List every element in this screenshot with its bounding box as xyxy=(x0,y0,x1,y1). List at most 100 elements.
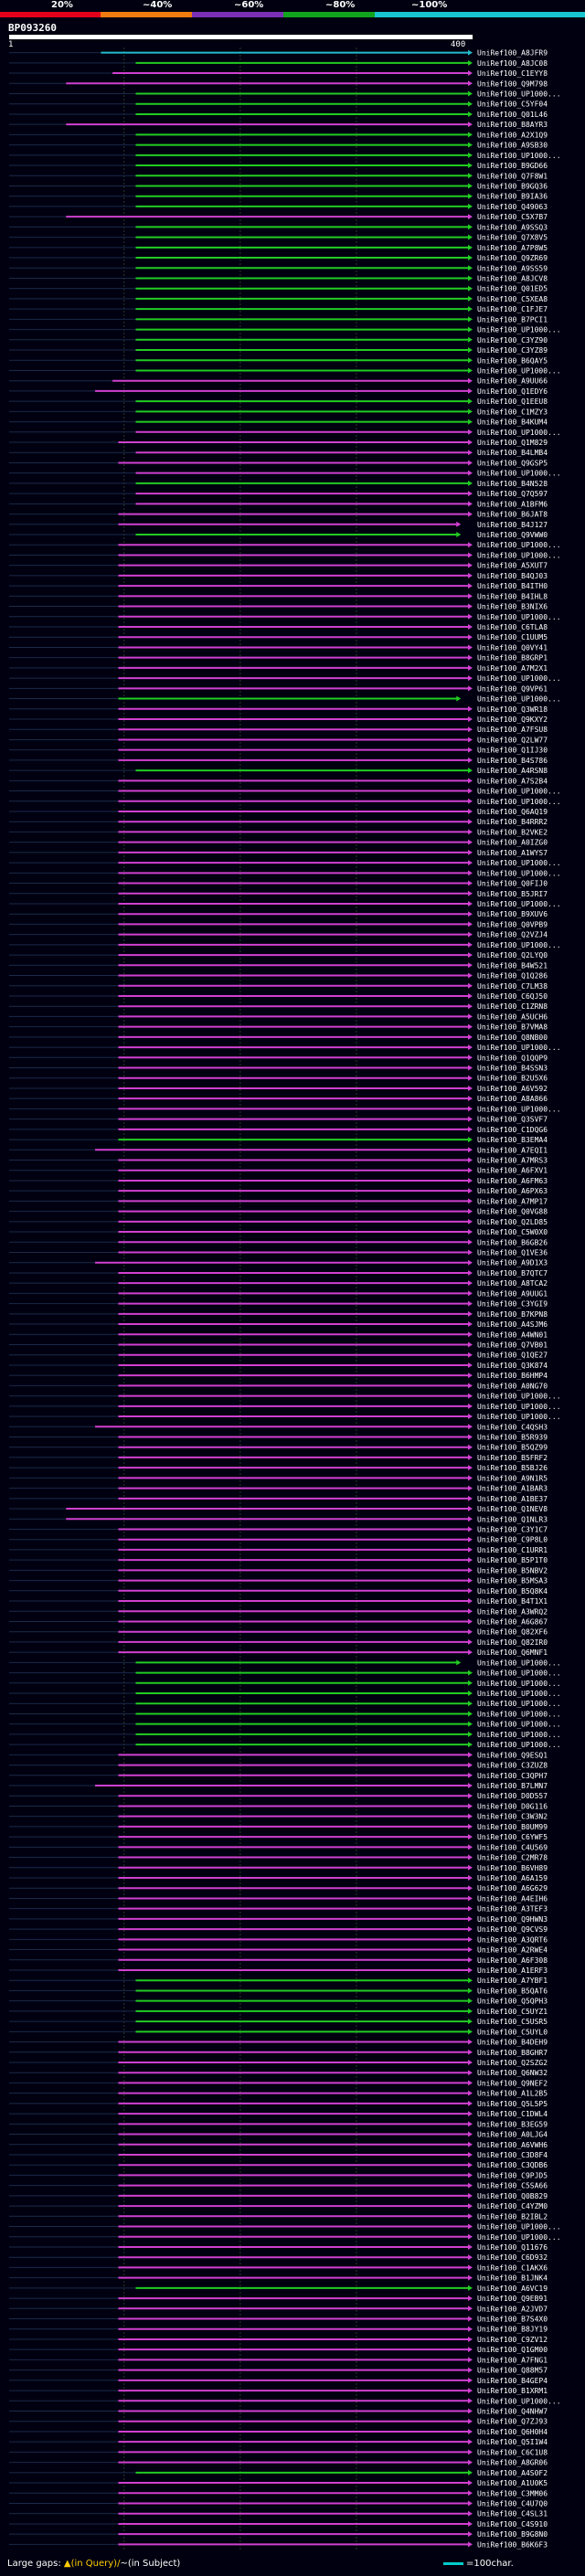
legend-bar-orange xyxy=(101,12,192,17)
hit-arrow xyxy=(468,1065,473,1071)
hit-label: UniRef100_A8JFR9 xyxy=(477,49,548,58)
hit-arrow xyxy=(456,532,462,538)
hit-arrow xyxy=(468,255,473,261)
hit-label: UniRef100_B2VKE2 xyxy=(477,828,548,836)
hit-arrow xyxy=(468,336,473,343)
hit-arrow xyxy=(468,1126,473,1132)
hit-label: UniRef100_UP1000... xyxy=(477,2223,561,2231)
hit-label: UniRef100_C3ZUZ8 xyxy=(477,1762,548,1770)
hit-label: UniRef100_Q9HWN3 xyxy=(477,1915,548,1924)
hit-arrow xyxy=(456,521,462,527)
hit-label: UniRef100_Q9KXY2 xyxy=(477,716,548,724)
hit-arrow xyxy=(468,870,473,876)
hit-label: UniRef100_B3EG59 xyxy=(477,2120,548,2128)
hit-arrow xyxy=(456,695,462,702)
hit-arrow xyxy=(468,1885,473,1892)
hit-arrow xyxy=(468,1711,473,1717)
hit-arrow xyxy=(468,542,473,548)
hit-label: UniRef100_C3QDB6 xyxy=(477,2161,548,2169)
scale-legend: =100char. xyxy=(443,2559,514,2569)
hit-label: UniRef100_C1DWL4 xyxy=(477,2110,548,2118)
hit-label: UniRef100_C6YWF5 xyxy=(477,1833,548,1841)
hit-arrow xyxy=(468,583,473,589)
hit-arrow xyxy=(468,747,473,753)
hit-label: UniRef100_C3D8F4 xyxy=(477,2151,548,2159)
hit-label: UniRef100_B4T1X1 xyxy=(477,1597,548,1606)
hit-label: UniRef100_C5UYZ1 xyxy=(477,2008,548,2016)
hit-arrow xyxy=(468,59,473,66)
hit-arrow xyxy=(468,2213,473,2220)
hit-label: UniRef100_A7YBF1 xyxy=(477,1977,548,1985)
hit-arrow xyxy=(468,1373,473,1379)
hit-label: UniRef100_UP1000... xyxy=(477,1659,561,1667)
hit-label: UniRef100_Q1VE36 xyxy=(477,1249,548,1257)
hit-label: UniRef100_UP1000... xyxy=(477,541,561,549)
hit-arrow xyxy=(468,2039,473,2045)
hit-label: UniRef100_UP1000... xyxy=(477,1690,561,1698)
hit-arrow xyxy=(468,2418,473,2424)
hit-label: UniRef100_Q2VZJ4 xyxy=(477,931,548,939)
hit-arrow xyxy=(468,890,473,896)
hit-label: UniRef100_Q6AQ19 xyxy=(477,808,548,816)
hit-label: UniRef100_UP1000... xyxy=(477,1710,561,1718)
hit-label: UniRef100_B0UM99 xyxy=(477,1823,548,1831)
hit-arrow xyxy=(468,2439,473,2445)
hit-arrow xyxy=(468,2295,473,2302)
hit-label: UniRef100_Q9VP61 xyxy=(477,684,548,693)
hit-label: UniRef100_C6D932 xyxy=(477,2253,548,2262)
hit-arrow xyxy=(468,1147,473,1153)
hit-arrow xyxy=(468,613,473,620)
hit-label: UniRef100_Q11676 xyxy=(477,2243,548,2252)
hit-arrow xyxy=(468,470,473,476)
hit-arrow xyxy=(468,675,473,682)
hit-label: UniRef100_C5USR5 xyxy=(477,2018,548,2026)
hit-label: UniRef100_A7MRS3 xyxy=(477,1157,548,1165)
hit-arrow xyxy=(468,2049,473,2055)
hit-arrow xyxy=(468,1085,473,1091)
hit-arrow xyxy=(468,285,473,292)
hit-label: UniRef100_Q1QE27 xyxy=(477,1352,548,1360)
hit-arrow xyxy=(468,306,473,313)
hit-arrow xyxy=(468,880,473,886)
scale-start: 1 xyxy=(8,40,14,49)
hit-label: UniRef100_A9UU66 xyxy=(477,377,548,386)
hit-arrow xyxy=(468,664,473,671)
hit-arrow xyxy=(468,1926,473,1933)
hit-arrow xyxy=(468,2182,473,2189)
hit-label: UniRef100_A0NG70 xyxy=(477,1382,548,1390)
hit-label: UniRef100_C2MR78 xyxy=(477,1854,548,1862)
hit-arrow xyxy=(468,2233,473,2240)
hit-label: UniRef100_B5MSA3 xyxy=(477,1577,548,1585)
hit-arrow xyxy=(468,788,473,794)
hit-arrow xyxy=(468,1075,473,1081)
hit-label: UniRef100_B5Q8K4 xyxy=(477,1587,548,1595)
hit-label: UniRef100_C3YZ90 xyxy=(477,336,548,345)
hit-arrow xyxy=(468,829,473,835)
hit-label: UniRef100_B6VH89 xyxy=(477,1864,548,1872)
hit-arrow xyxy=(468,1536,473,1542)
hit-label: UniRef100_B4LMB4 xyxy=(477,449,548,457)
identity-legend: 20% ~40% ~60% ~80% ~100% xyxy=(0,0,585,20)
hit-arrow xyxy=(468,1546,473,1553)
hit-label: UniRef100_Q0B829 xyxy=(477,2192,548,2200)
hit-label: UniRef100_B2IBL2 xyxy=(477,2212,548,2221)
hit-label: UniRef100_UP1000... xyxy=(477,1700,561,1708)
footer-gaps-legend: Large gaps: ▲(in Query)/~(in Subject) xyxy=(7,2559,180,2569)
hit-arrow xyxy=(468,1106,473,1112)
hit-label: UniRef100_Q1IJ30 xyxy=(477,747,548,755)
hit-label: UniRef100_A1ERF3 xyxy=(477,1966,548,1975)
hit-arrow xyxy=(468,952,473,959)
hit-label: UniRef100_Q1EEU8 xyxy=(477,398,548,406)
hit-label: UniRef100_B7VMA8 xyxy=(477,1023,548,1032)
hit-arrow xyxy=(468,1752,473,1758)
hit-label: UniRef100_D0G116 xyxy=(477,1802,548,1810)
hit-arrow xyxy=(468,2100,473,2106)
hit-arrow xyxy=(468,1454,473,1460)
hit-label: UniRef100_Q9M798 xyxy=(477,80,548,88)
hit-arrow xyxy=(468,2347,473,2353)
hit-label: UniRef100_B5FRF2 xyxy=(477,1454,548,1462)
hit-label: UniRef100_A6V592 xyxy=(477,1085,548,1093)
hit-arrow xyxy=(468,326,473,333)
hit-arrow xyxy=(468,2274,473,2281)
hit-arrow xyxy=(468,1598,473,1605)
